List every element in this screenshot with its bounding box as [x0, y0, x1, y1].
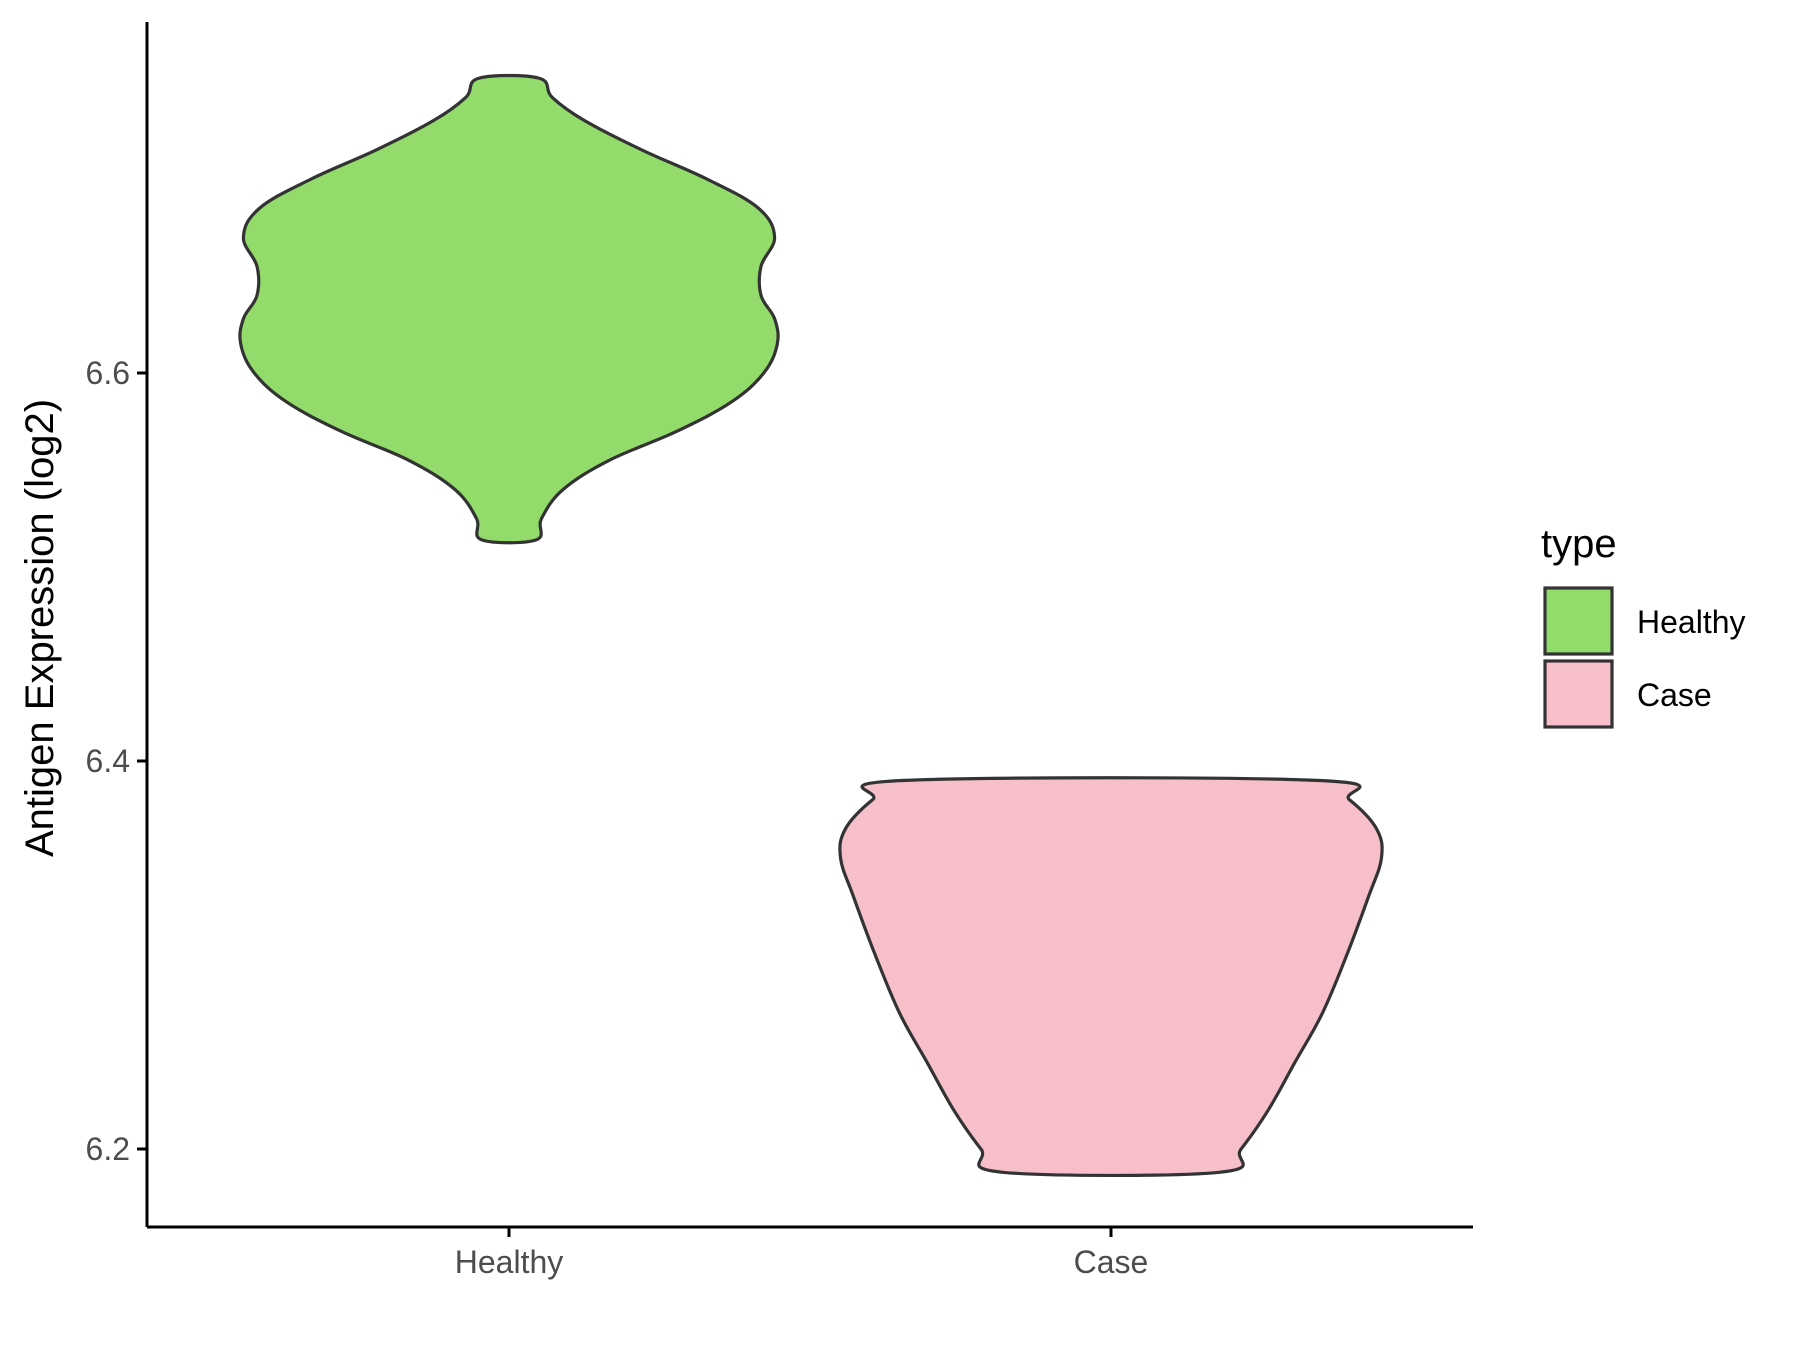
x-tick-label: Healthy — [455, 1244, 564, 1280]
legend-key-case — [1543, 659, 1614, 729]
violin-case — [838, 776, 1384, 1178]
y-tick-label: 6.6 — [86, 355, 130, 391]
x-tick-label: Case — [1074, 1244, 1149, 1280]
legend-label-case: Case — [1637, 677, 1712, 713]
legend-title: type — [1541, 522, 1617, 566]
violin-healthy — [238, 73, 780, 545]
legend-label-healthy: Healthy — [1637, 604, 1746, 640]
y-tick-label: 6.4 — [86, 743, 130, 779]
legend-key-healthy — [1543, 586, 1614, 656]
y-axis-title: Antigen Expression (log2) — [18, 399, 62, 857]
y-tick-label: 6.2 — [86, 1131, 130, 1167]
